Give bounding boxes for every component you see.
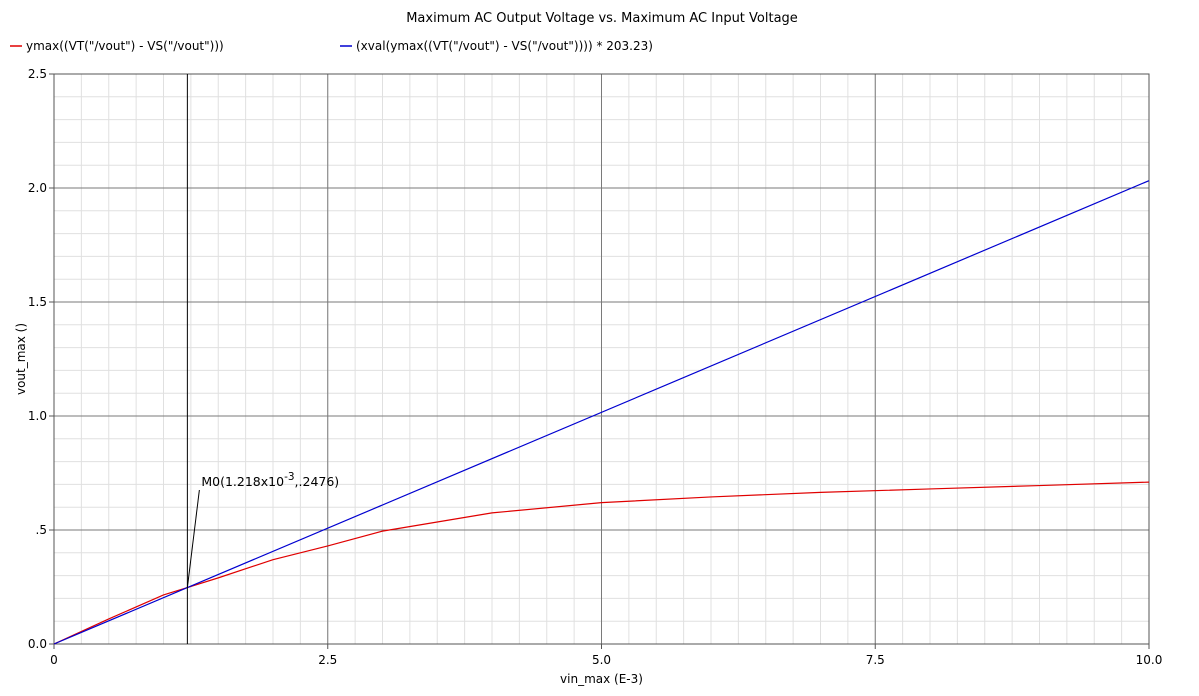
y-axis-label: vout_max () <box>14 323 28 395</box>
y-tick-label: 0.0 <box>28 637 47 651</box>
chart-title: Maximum AC Output Voltage vs. Maximum AC… <box>406 11 798 26</box>
x-axis-ticks: 0 2.5 5.0 7.5 10.0 <box>50 644 1162 667</box>
y-axis-ticks: 0.0 .5 1.0 1.5 2.0 2.5 <box>28 67 54 651</box>
y-tick-label: 1.0 <box>28 409 47 423</box>
marker-leader-line <box>186 489 200 588</box>
x-tick-label: 2.5 <box>318 653 337 667</box>
x-tick-label: 5.0 <box>592 653 611 667</box>
series-layer <box>53 180 1150 645</box>
marker-label: M0(1.218x10-3,.2476) <box>201 471 339 489</box>
y-tick-label: 2.5 <box>28 67 47 81</box>
legend: ymax((VT("/vout") - VS("/vout"))) (xval(y… <box>10 39 653 53</box>
legend-label-2: (xval(ymax((VT("/vout") - VS("/vout"))))… <box>356 39 653 53</box>
y-tick-label: 2.0 <box>28 181 47 195</box>
series-line-2 <box>53 180 1150 645</box>
legend-label-1: ymax((VT("/vout") - VS("/vout"))) <box>26 39 224 53</box>
y-tick-label: .5 <box>36 523 47 537</box>
y-tick-label: 1.5 <box>28 295 47 309</box>
x-tick-label: 10.0 <box>1136 653 1163 667</box>
x-tick-label: 7.5 <box>866 653 885 667</box>
x-tick-label: 0 <box>50 653 58 667</box>
series-line-1 <box>53 481 1150 645</box>
marker-layer: M0(1.218x10-3,.2476) <box>186 74 339 644</box>
x-axis-label: vin_max (E-3) <box>560 672 643 686</box>
